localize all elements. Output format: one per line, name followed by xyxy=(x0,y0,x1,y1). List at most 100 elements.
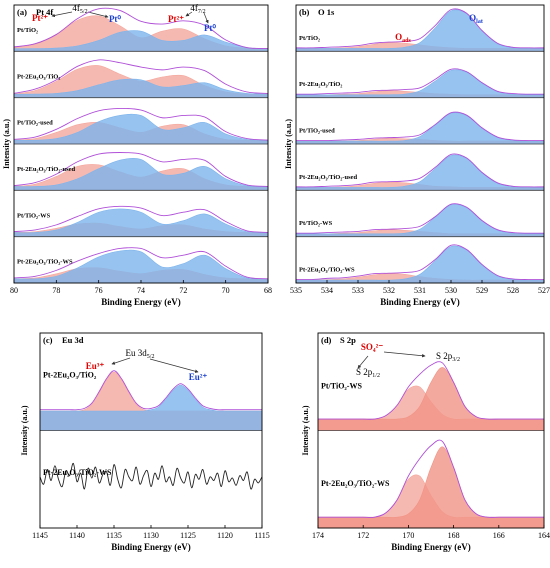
annotation: 4f5/2 xyxy=(72,3,87,15)
x-axis-label: Binding Energy (eV) xyxy=(111,542,191,552)
annotation: Olat xyxy=(469,13,483,25)
spectrum-line xyxy=(295,153,545,188)
x-tick-label: 172 xyxy=(357,531,369,540)
sample-label: Pt-2Eu₂O₃/TiO₂ xyxy=(299,81,342,88)
annotation-text: Pt²⁺ xyxy=(32,13,48,23)
y-axis-label: Intensity (a.u.) xyxy=(301,405,310,455)
panel-label: (a) xyxy=(17,7,27,17)
x-tick-label: 1115 xyxy=(254,531,269,540)
annotation: 4f7/2 xyxy=(190,3,205,15)
annotation: Pt²⁺ xyxy=(32,13,48,23)
spectrum-line xyxy=(13,7,269,50)
x-tick-label: 72 xyxy=(179,286,187,295)
x-tick-label: 164 xyxy=(538,531,550,540)
x-tick-label: 531 xyxy=(414,286,426,295)
spectrum-line xyxy=(318,439,544,518)
sample-label: Pt-2Eu₂O₃/TiO₂-used xyxy=(299,174,357,181)
spectrum-line xyxy=(13,205,269,233)
sample-label: Pt-2Eu₂O₃/TiO₂ xyxy=(17,73,60,80)
arrow xyxy=(383,351,426,358)
x-axis-label: Binding Energy (eV) xyxy=(391,542,471,552)
panel-label: (b) xyxy=(299,7,310,17)
component-peak xyxy=(13,78,269,98)
arrow xyxy=(203,12,209,24)
x-axis-label: Binding Energy (eV) xyxy=(380,297,460,307)
sample-label: Pt-2Eu₂O₃/TiO₂ xyxy=(43,371,97,380)
annotation-subscript: ads xyxy=(402,38,411,44)
x-tick-label: 529 xyxy=(476,286,488,295)
x-tick-label: 1135 xyxy=(106,531,122,540)
x-tick-label: 533 xyxy=(352,286,364,295)
sample-label: Pt/TiO₂ xyxy=(299,35,320,42)
y-axis-label: Intensity (a.u.) xyxy=(2,119,11,169)
annotation-text: Pt⁰ xyxy=(204,23,216,33)
annotation-subscript: 7/2 xyxy=(198,9,206,15)
annotation-subscript: 5/2 xyxy=(80,9,88,15)
component-peak xyxy=(13,249,269,284)
sample-label: Pt-2Eu₂O₃/TiO₂-WS xyxy=(43,468,112,477)
arrow xyxy=(149,358,199,373)
annotation: Pt⁰ xyxy=(204,23,216,33)
x-tick-label: 166 xyxy=(493,531,505,540)
arrow xyxy=(51,11,73,18)
x-tick-label: 78 xyxy=(52,286,60,295)
x-tick-label: 68 xyxy=(264,286,272,295)
x-tick-label: 528 xyxy=(507,286,519,295)
y-axis-label: Intensity (a.u.) xyxy=(20,405,29,455)
component-peak xyxy=(295,203,545,237)
arrow xyxy=(111,357,131,365)
spectrum-line xyxy=(13,152,269,187)
x-tick-label: 1130 xyxy=(143,531,159,540)
x-tick-label: 168 xyxy=(448,531,460,540)
x-tick-label: 174 xyxy=(312,531,324,540)
x-tick-label: 1140 xyxy=(69,531,85,540)
x-tick-label: 534 xyxy=(321,286,333,295)
annotation-text: 4f xyxy=(190,3,198,13)
annotation: Eu 3d5/2 xyxy=(126,348,155,360)
x-tick-label: 532 xyxy=(383,286,395,295)
annotation-text: O xyxy=(469,13,476,23)
spectrum-line xyxy=(39,462,263,490)
x-tick-label: 170 xyxy=(402,531,414,540)
component-peak xyxy=(39,384,263,431)
component-peak xyxy=(317,367,545,431)
component-peak xyxy=(295,112,545,145)
component-peak xyxy=(295,9,545,52)
panel-label: (d) xyxy=(321,335,332,345)
spectrum-line xyxy=(295,203,545,234)
spectrum-line xyxy=(318,361,544,420)
spectrum-line xyxy=(40,370,262,411)
spectrum-line xyxy=(295,68,545,95)
annotation-text: S 2p xyxy=(436,351,453,361)
x-tick-label: 70 xyxy=(222,286,230,295)
annotation-text: Eu³⁺ xyxy=(86,361,105,371)
panel-title: Eu 3d xyxy=(62,335,84,345)
spectrum-line xyxy=(13,59,269,94)
x-tick-label: 1145 xyxy=(32,531,48,540)
annotation-text: S 2p xyxy=(356,367,373,377)
sample-label: Pt-2Eu₂O₃/TiO₂-WS xyxy=(17,259,73,266)
arrow xyxy=(87,11,109,18)
annotation-text: O xyxy=(395,32,402,42)
annotation-arrows xyxy=(51,11,426,373)
sample-label: Pt-2Eu₂O₃/TiO₂-WS xyxy=(321,479,390,488)
spectrum-line xyxy=(13,107,269,141)
component-peak xyxy=(295,245,545,284)
spectrum-line xyxy=(295,244,545,281)
panel-title: Pt 4f xyxy=(36,7,53,17)
x-tick-label: 527 xyxy=(538,286,550,295)
x-tick-label: 74 xyxy=(137,286,145,295)
annotation: Eu³⁺ xyxy=(86,361,105,371)
annotation-text: Pt⁰ xyxy=(109,14,121,24)
x-tick-label: 1125 xyxy=(180,531,196,540)
sample-label: Pt-2Eu₂O₃/TiO₂-used xyxy=(17,166,75,173)
sample-label: Pt/TiO₂-used xyxy=(299,128,335,135)
spectrum-line xyxy=(13,247,269,280)
spectrum-line xyxy=(295,8,545,49)
sample-label: Pt/TiO₂-WS xyxy=(17,212,51,219)
annotation: SO₄²⁻ xyxy=(361,342,383,352)
x-axis-label: Binding Energy (eV) xyxy=(101,297,181,307)
component-peak xyxy=(295,154,545,191)
annotation-text: Eu²⁺ xyxy=(189,372,208,382)
